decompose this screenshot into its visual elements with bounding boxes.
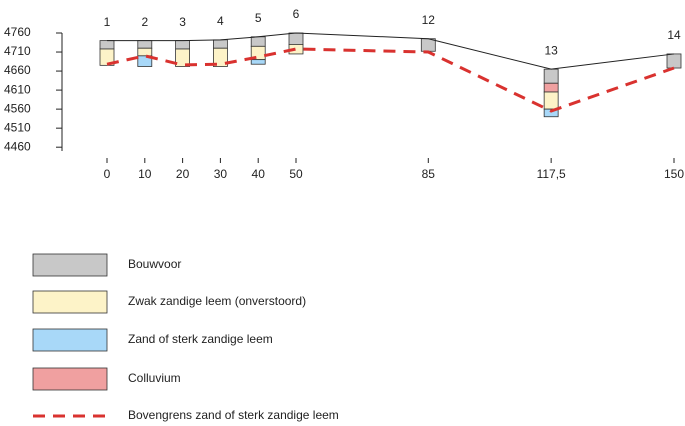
soil-layer xyxy=(99,40,115,50)
y-tick-label: 4710 xyxy=(4,44,31,58)
soil-layer xyxy=(212,39,228,49)
x-tick-label: 85 xyxy=(422,167,436,181)
soil-layer xyxy=(137,55,153,67)
x-tick-label: 50 xyxy=(289,167,303,181)
borehole-label: 2 xyxy=(141,15,148,29)
soil-layer xyxy=(137,47,153,57)
borehole-label: 4 xyxy=(217,14,224,28)
x-tick-label: 20 xyxy=(176,167,190,181)
soil-layer xyxy=(250,36,266,47)
borehole-label: 14 xyxy=(667,28,681,42)
borehole-label: 13 xyxy=(544,43,558,57)
x-tick-label: 30 xyxy=(214,167,228,181)
soil-layer xyxy=(543,82,559,93)
soil-layer xyxy=(543,91,559,110)
y-tick-label: 4760 xyxy=(4,25,31,39)
boundary-line xyxy=(106,47,675,113)
legend-label: Zwak zandige leem (onverstoord) xyxy=(128,294,306,308)
legend-label: Bouwvoor xyxy=(128,257,181,271)
soil-layer xyxy=(250,59,266,65)
x-tick-label: 10 xyxy=(138,167,152,181)
x-tick-label: 150 xyxy=(664,167,684,181)
borehole-label: 12 xyxy=(422,13,436,27)
y-tick-label: 4610 xyxy=(4,82,31,96)
legend-label: Zand of sterk zandige leem xyxy=(128,332,273,346)
legend-swatch xyxy=(32,328,108,352)
legend-label: Bovengrens zand of sterk zandige leem xyxy=(128,408,339,422)
soil-layer xyxy=(288,32,304,45)
surface-line xyxy=(107,32,675,70)
y-tick-label: 4460 xyxy=(4,139,31,153)
borehole-label: 3 xyxy=(179,15,186,29)
x-tick-label: 0 xyxy=(104,167,111,181)
x-tick-label: 40 xyxy=(252,167,266,181)
soil-layer xyxy=(420,38,436,52)
soil-layer xyxy=(666,53,682,69)
legend-swatch xyxy=(32,367,108,391)
y-tick-label: 4560 xyxy=(4,101,31,115)
soil-layer xyxy=(175,40,191,50)
y-tick-label: 4660 xyxy=(4,63,31,77)
borehole-label: 6 xyxy=(293,7,300,21)
borehole-label: 5 xyxy=(255,11,262,25)
soil-layer xyxy=(543,108,559,118)
legend-swatch xyxy=(32,253,108,277)
soil-layer xyxy=(175,48,191,67)
borehole-label: 1 xyxy=(104,15,111,29)
legend-label: Colluvium xyxy=(128,371,181,385)
soil-layer xyxy=(212,47,228,67)
soil-layer xyxy=(137,40,153,49)
x-tick-label: 117,5 xyxy=(537,167,566,181)
soil-layer xyxy=(543,68,559,84)
soil-layer xyxy=(99,48,115,66)
y-tick-label: 4510 xyxy=(4,120,31,134)
legend-swatch xyxy=(32,290,108,314)
